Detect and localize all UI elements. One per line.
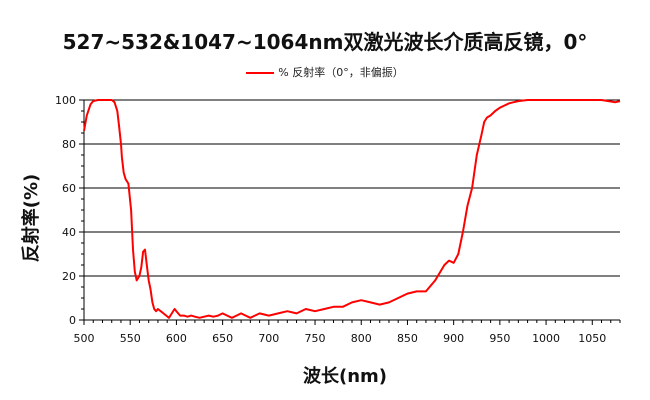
x-tick-label: 850 — [397, 332, 418, 345]
series-line-reflectance — [83, 99, 621, 319]
x-tick-label: 500 — [74, 332, 95, 345]
x-tick-label: 550 — [120, 332, 141, 345]
x-tick-label: 650 — [212, 332, 233, 345]
x-tick-label: 750 — [305, 332, 326, 345]
y-tick-label: 80 — [62, 138, 76, 151]
x-tick-label: 600 — [166, 332, 187, 345]
legend-label: % 反射率（0°，非偏振） — [278, 66, 404, 79]
x-tick-label: 700 — [258, 332, 279, 345]
x-axis-label: 波长(nm) — [302, 366, 388, 387]
y-tick-label: 100 — [55, 94, 76, 107]
chart-legend: % 反射率（0°，非偏振） — [0, 64, 650, 80]
x-tick-label: 900 — [443, 332, 464, 345]
y-tick-label: 60 — [62, 182, 76, 195]
x-tick-label: 1000 — [532, 332, 560, 345]
y-tick-label: 20 — [62, 270, 76, 283]
x-tick-label: 950 — [489, 332, 510, 345]
x-tick-label: 1050 — [578, 332, 606, 345]
x-tick-label: 800 — [351, 332, 372, 345]
chart-title: 527~532&1047~1064nm双激光波长介质高反镜，0° — [62, 30, 588, 54]
y-tick-label: 0 — [69, 314, 76, 327]
y-tick-label: 40 — [62, 226, 76, 239]
legend-swatch — [246, 72, 275, 74]
